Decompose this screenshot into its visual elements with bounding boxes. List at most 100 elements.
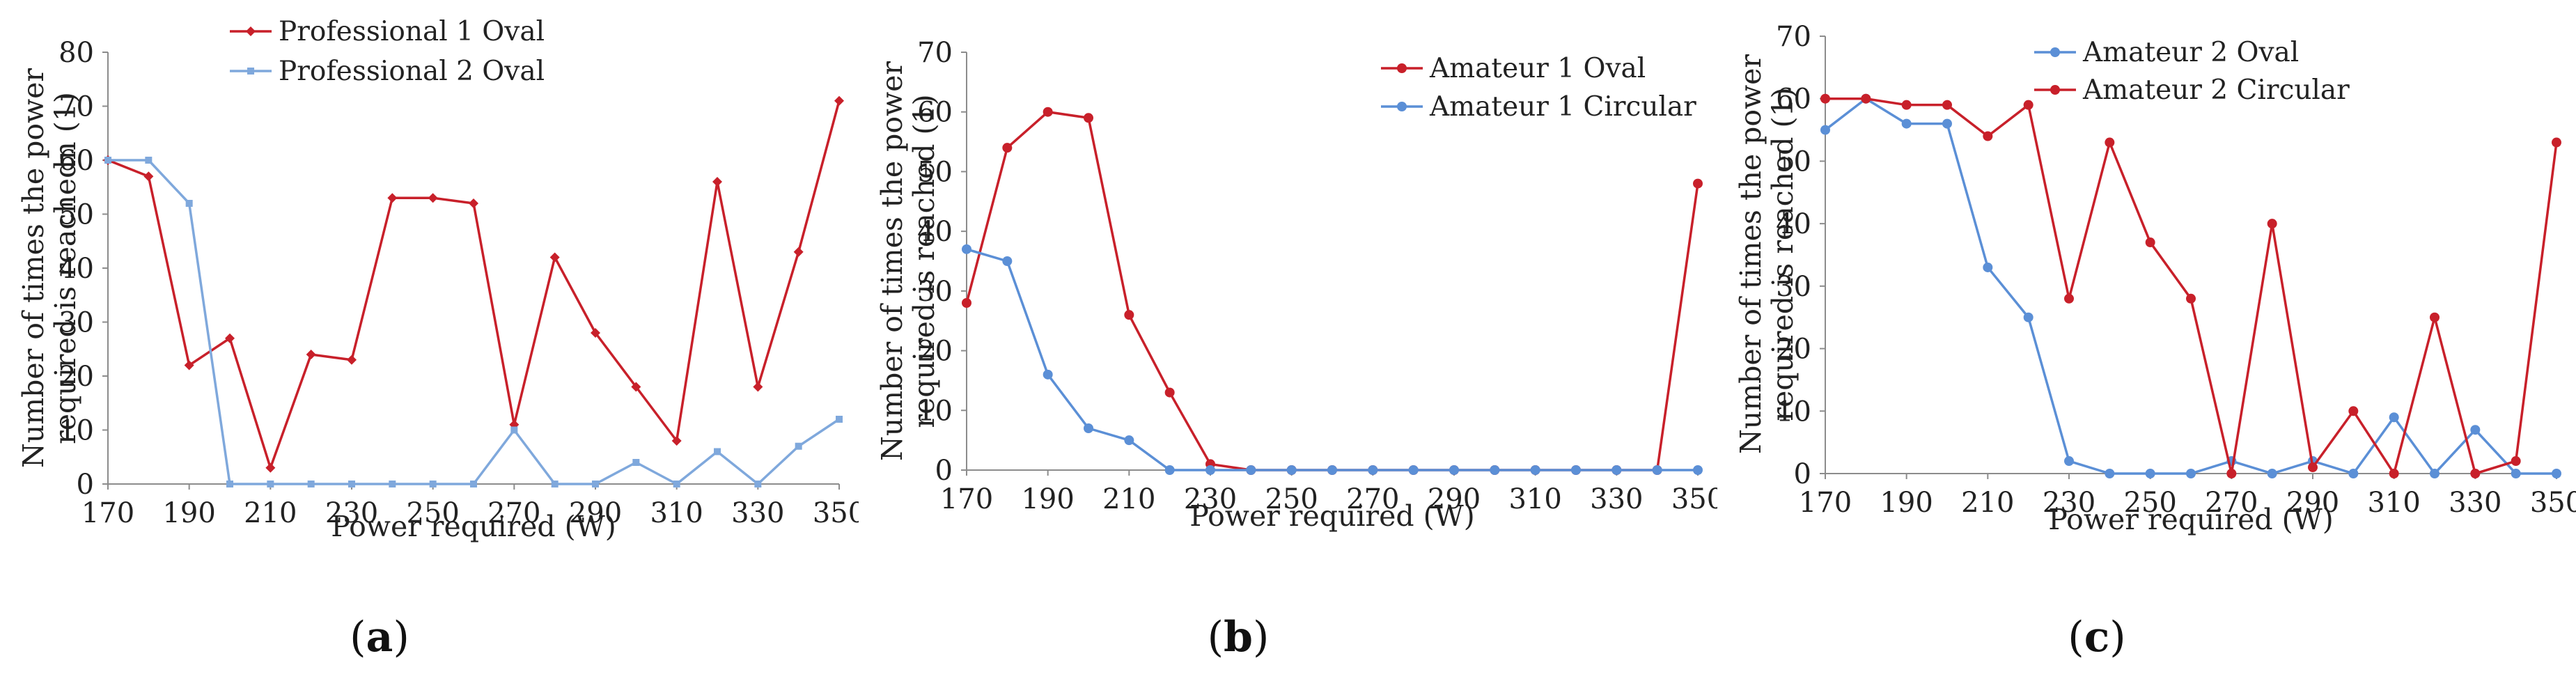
y-tick-label: 70: [917, 37, 953, 69]
y-tick-label: 70: [1776, 21, 1811, 53]
data-point: [1652, 465, 1662, 475]
x-tick-label: 270: [487, 497, 540, 529]
x-tick-label: 290: [1428, 483, 1481, 515]
x-tick-label: 250: [2123, 487, 2176, 519]
data-point: [1164, 387, 1175, 398]
panel-c: 0 10 20 30 40 50 60 70 170 190 210 230 250 270 290 310 3…: [1717, 0, 2576, 679]
y-tick-label: 20: [58, 361, 94, 393]
data-point: [962, 298, 971, 308]
series-line-2: [966, 248, 1698, 471]
series-line-1: [965, 110, 1699, 471]
data-point: [673, 481, 680, 487]
data-point: [962, 244, 971, 254]
legend-label: Professional 2 Oval: [279, 56, 545, 87]
y-tick-label: 80: [58, 37, 94, 69]
data-point: [267, 481, 274, 487]
legend-swatch-marker: [1397, 63, 1407, 73]
data-point: [591, 328, 600, 338]
data-point: [1530, 465, 1540, 475]
data-point: [1246, 465, 1256, 475]
data-point: [753, 382, 763, 392]
data-point: [1901, 118, 1912, 129]
x-axis-title: Power required (W): [331, 510, 616, 543]
x-tick-label: 310: [650, 497, 703, 529]
data-point: [1286, 465, 1297, 475]
y-tick-label: 50: [1776, 146, 1811, 178]
data-point: [2348, 406, 2359, 416]
data-point: [2186, 469, 2196, 478]
data-point: [2389, 412, 2399, 423]
x-tick-label: 210: [1102, 483, 1155, 515]
series-line-1: [1824, 97, 2557, 475]
x-tick-label: 350: [2530, 487, 2576, 519]
y-tick-label: 30: [917, 276, 953, 308]
legend-label: Amateur 1 Circular: [1429, 91, 1696, 123]
data-point: [1368, 465, 1378, 475]
data-point: [1002, 256, 1013, 266]
legend-swatch-marker: [246, 26, 256, 36]
data-point: [104, 157, 111, 164]
data-point: [2064, 456, 2074, 467]
x-tick-label: 270: [2205, 487, 2258, 519]
data-point: [714, 448, 721, 455]
data-point: [1002, 143, 1013, 153]
data-point: [1611, 465, 1622, 475]
y-tick-label: 10: [1776, 396, 1811, 428]
data-point: [226, 481, 233, 487]
x-tick-label: 270: [1346, 483, 1399, 515]
panel-caption: (c): [2068, 613, 2125, 662]
y-tick-label: 60: [917, 97, 953, 129]
data-point: [1820, 93, 1830, 104]
data-point: [2389, 469, 2399, 478]
x-tick-label: 170: [940, 483, 993, 515]
series-line-1: [107, 100, 841, 469]
data-point: [2023, 312, 2034, 322]
x-tick-label: 290: [569, 497, 622, 529]
data-point: [184, 360, 194, 370]
data-point: [632, 459, 640, 466]
x-tick-label: 290: [2286, 487, 2339, 519]
data-point: [1084, 423, 1093, 433]
data-point: [549, 252, 560, 263]
legend-swatch-marker: [247, 68, 254, 75]
data-point: [2308, 462, 2318, 473]
data-point: [389, 481, 396, 487]
legend-label: Professional 1 Oval: [279, 16, 545, 47]
x-tick-label: 210: [1961, 487, 2014, 519]
data-point: [671, 436, 682, 446]
y-tick-label: 30: [58, 307, 94, 339]
y-tick-label: 0: [1794, 458, 1811, 490]
x-tick-label: 190: [162, 497, 215, 529]
y-axis-title-line: Number of times the power: [875, 61, 909, 461]
data-point: [2470, 425, 2481, 435]
y-tick-label: 10: [58, 415, 94, 447]
x-tick-label: 330: [2449, 487, 2501, 519]
data-point: [754, 481, 762, 487]
data-point: [2105, 469, 2115, 478]
data-point: [2267, 469, 2277, 478]
data-point: [2145, 237, 2155, 248]
data-point: [2145, 469, 2155, 478]
data-point: [793, 247, 804, 257]
data-point: [2511, 469, 2521, 478]
data-point: [2470, 469, 2481, 478]
legend-swatch-marker: [2050, 85, 2060, 95]
x-tick-label: 190: [1880, 487, 1933, 519]
y-tick-label: 40: [917, 216, 953, 248]
data-point: [1408, 465, 1419, 475]
y-axis-title-line: required is reached (1): [907, 94, 941, 428]
data-point: [470, 481, 477, 487]
panel-b: 0 10 20 30 40 50 60 70 170 190 210 230 250 270 290 310 3…: [859, 0, 1717, 679]
x-tick-label: 210: [244, 497, 297, 529]
data-point: [145, 157, 153, 164]
y-tick-label: 60: [58, 145, 94, 177]
y-tick-label: 60: [1776, 84, 1811, 116]
data-point: [1327, 465, 1337, 475]
y-tick-label: 20: [917, 336, 953, 368]
data-point: [1043, 369, 1053, 380]
x-tick-label: 190: [1021, 483, 1074, 515]
y-tick-label: 0: [935, 455, 953, 487]
data-point: [1901, 100, 1912, 110]
data-point: [631, 382, 641, 392]
x-tick-label: 230: [2043, 487, 2095, 519]
